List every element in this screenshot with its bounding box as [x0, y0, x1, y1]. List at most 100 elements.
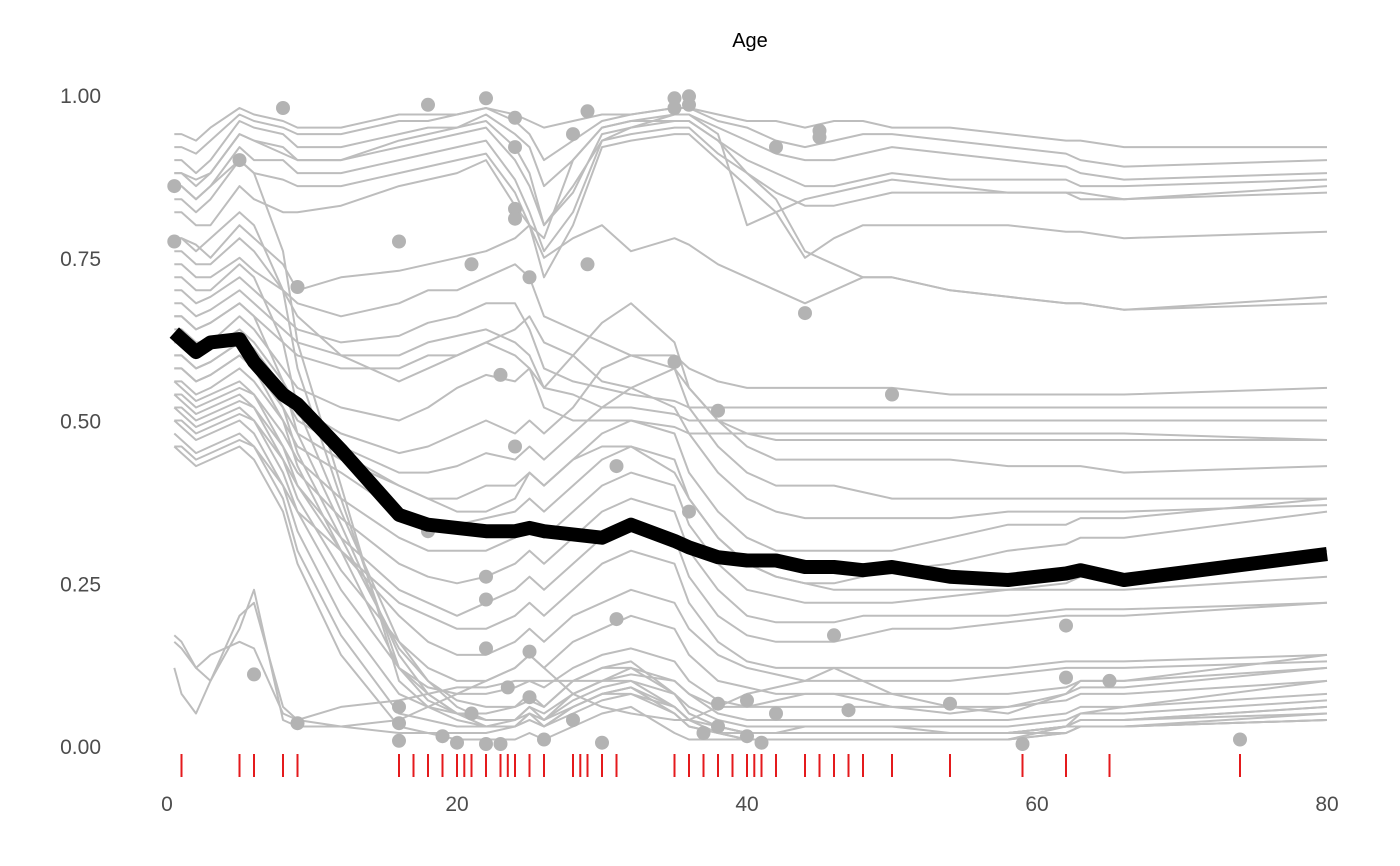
ice-curve-10 [174, 289, 1327, 422]
observed-point-66 [1102, 673, 1117, 688]
y-axis: 0.00 0.25 0.50 0.75 1.00 [60, 85, 101, 759]
observed-point-39 [609, 459, 624, 474]
observed-point-14 [450, 735, 464, 750]
observed-point-10 [392, 733, 406, 748]
observed-point-59 [827, 628, 841, 643]
ice-curve-35 [174, 113, 1328, 227]
ice-curve-6 [174, 120, 1328, 311]
observed-point-5 [290, 280, 305, 294]
ice-curve-13 [174, 328, 1327, 500]
ice-curve-22 [173, 406, 1328, 708]
observed-point-19 [479, 592, 493, 607]
observed-point-52 [740, 729, 754, 744]
observed-point-6 [290, 716, 305, 731]
observed-point-22 [493, 367, 508, 382]
ice-curve-18 [174, 400, 1328, 624]
ice-curve-34 [173, 640, 1328, 721]
observed-point-16 [464, 706, 479, 721]
observed-point-24 [500, 680, 515, 695]
observed-point-60 [841, 703, 856, 718]
observed-point-15 [464, 257, 479, 272]
observed-point-20 [479, 641, 493, 656]
observed-point-30 [522, 270, 537, 285]
observed-point-2 [232, 153, 247, 168]
ice-curves [173, 107, 1328, 741]
observed-point-33 [537, 732, 551, 747]
observed-point-47 [696, 726, 711, 740]
average-curve-line [169, 327, 1328, 587]
observed-point-1 [167, 234, 182, 249]
ice-curve-9 [174, 276, 1327, 409]
observed-point-56 [798, 306, 812, 321]
observed-point-54 [769, 140, 783, 155]
observed-point-7 [392, 234, 406, 249]
ice-curve-1 [174, 107, 1328, 168]
observed-point-31 [522, 644, 537, 659]
observed-point-26 [508, 140, 522, 155]
observed-point-53 [754, 735, 769, 750]
observed-point-27 [508, 201, 522, 216]
observed-point-28 [508, 211, 522, 226]
y-tick-label-1: 0.25 [60, 573, 101, 596]
observed-point-11 [421, 97, 435, 112]
x-tick-label-4: 80 [1315, 793, 1338, 816]
ice-curve-36 [174, 237, 1327, 441]
y-tick-label-4: 1.00 [60, 85, 101, 108]
rug-marks [180, 754, 1241, 777]
chart-title: Age [732, 30, 768, 52]
observed-point-38 [595, 735, 609, 750]
ice-curve-8 [174, 256, 1328, 396]
observed-point-23 [493, 737, 508, 751]
observed-point-25 [508, 110, 522, 125]
observed-point-65 [1059, 670, 1073, 685]
y-tick-label-0: 0.00 [60, 736, 101, 759]
x-tick-label-3: 60 [1025, 793, 1048, 816]
observed-point-61 [885, 387, 899, 402]
observed-point-46 [682, 504, 696, 519]
observed-points [167, 89, 1247, 751]
observed-point-58 [812, 130, 827, 145]
x-tick-label-0: 0 [161, 793, 173, 816]
observed-point-55 [769, 706, 783, 721]
observed-point-9 [392, 716, 406, 731]
ice-curve-19 [174, 413, 1328, 643]
ice-curve-29 [174, 263, 1328, 734]
observed-point-0 [167, 179, 182, 194]
y-tick-label-2: 0.50 [60, 411, 101, 434]
observed-point-32 [522, 690, 537, 705]
observed-point-51 [740, 693, 754, 708]
observed-point-62 [943, 696, 957, 711]
ice-curve-20 [173, 380, 1328, 682]
observed-point-21 [479, 737, 493, 751]
ice-curve-21 [173, 393, 1328, 695]
ice-curve-38 [174, 439, 1328, 669]
observed-point-8 [392, 699, 406, 714]
observed-point-45 [682, 97, 696, 112]
average-curve [169, 327, 1328, 587]
observed-point-67 [1233, 732, 1247, 747]
observed-point-41 [667, 91, 682, 106]
ice-curve-11 [174, 302, 1328, 441]
ice-curve-17 [174, 386, 1328, 604]
ice-curve-7 [174, 224, 1328, 311]
observed-point-35 [566, 713, 580, 727]
ice-curve-5 [174, 133, 1328, 279]
observed-point-49 [711, 696, 725, 711]
observed-point-63 [1015, 737, 1030, 751]
observed-point-48 [711, 403, 725, 418]
x-tick-label-2: 40 [735, 793, 758, 816]
observed-point-37 [580, 257, 595, 272]
observed-point-4 [276, 101, 290, 115]
ice-curve-3 [174, 120, 1328, 227]
observed-point-40 [609, 612, 624, 627]
observed-point-43 [667, 354, 682, 369]
observed-point-36 [580, 104, 595, 119]
ice-curve-4 [174, 126, 1328, 253]
x-axis: 0 20 40 60 80 [161, 793, 1339, 816]
observed-point-29 [508, 439, 522, 454]
ice-curve-33 [173, 588, 1328, 728]
observed-point-42 [667, 101, 682, 115]
x-tick-label-1: 20 [445, 793, 468, 816]
observed-point-18 [479, 569, 493, 584]
